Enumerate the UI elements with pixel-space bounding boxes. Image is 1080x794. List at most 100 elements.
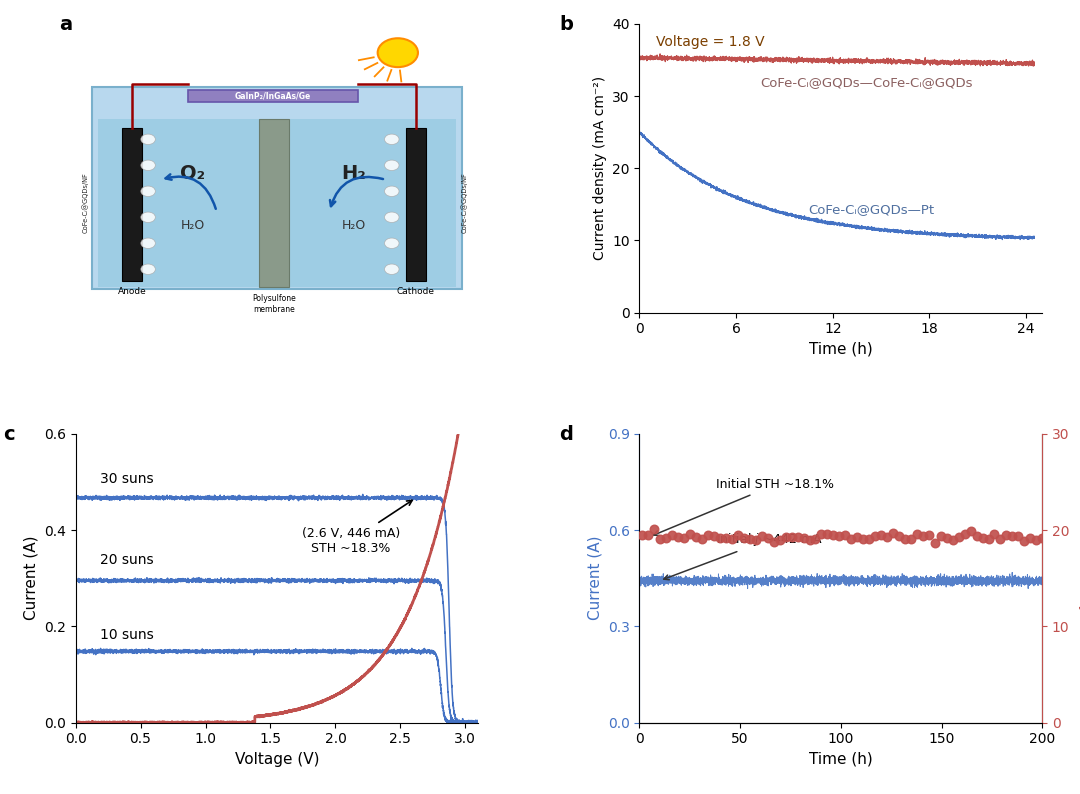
Text: H₂: H₂ xyxy=(341,164,366,183)
Point xyxy=(753,530,770,542)
Point xyxy=(908,528,926,541)
Point xyxy=(980,532,997,545)
Text: c: c xyxy=(3,425,15,444)
X-axis label: Voltage (V): Voltage (V) xyxy=(234,752,320,767)
Text: H₂O: H₂O xyxy=(341,219,366,233)
Text: Initial STH ~18.1%: Initial STH ~18.1% xyxy=(653,478,834,535)
X-axis label: Time (h): Time (h) xyxy=(809,752,873,767)
Point xyxy=(854,533,872,545)
Text: CoFe-Cᵢ@GQDs—Pt: CoFe-Cᵢ@GQDs—Pt xyxy=(809,202,934,216)
Circle shape xyxy=(384,238,399,249)
Point xyxy=(861,533,878,545)
Point xyxy=(890,530,907,542)
Y-axis label: Current (A): Current (A) xyxy=(24,536,38,620)
Point xyxy=(771,534,788,546)
Point xyxy=(1003,530,1021,542)
Point xyxy=(831,530,848,542)
Point xyxy=(670,531,687,544)
Point xyxy=(807,533,824,545)
Point xyxy=(896,532,914,545)
Point xyxy=(813,527,831,540)
Point xyxy=(651,533,669,545)
Point xyxy=(1034,532,1051,545)
Bar xyxy=(92,87,462,290)
Circle shape xyxy=(384,134,399,145)
Point xyxy=(777,531,794,544)
Circle shape xyxy=(384,212,399,222)
Bar xyxy=(406,128,426,281)
Point xyxy=(819,528,836,541)
Circle shape xyxy=(140,212,156,222)
Text: (2.6 V, 446 mA)
STH ~18.3%: (2.6 V, 446 mA) STH ~18.3% xyxy=(302,500,413,555)
Text: 10 suns: 10 suns xyxy=(99,628,153,642)
Point xyxy=(759,532,777,545)
Y-axis label: Current (A): Current (A) xyxy=(588,536,603,620)
Point xyxy=(801,534,819,547)
Point xyxy=(825,529,842,542)
Point xyxy=(664,529,681,542)
Point xyxy=(974,532,991,545)
Text: O₂: O₂ xyxy=(180,164,205,183)
Point xyxy=(688,531,705,544)
Point xyxy=(712,531,729,544)
Point xyxy=(986,528,1003,541)
Point xyxy=(765,535,782,548)
Y-axis label: Current density (mA cm⁻²): Current density (mA cm⁻²) xyxy=(593,76,607,260)
Point xyxy=(962,525,980,538)
Circle shape xyxy=(378,38,418,67)
Text: a: a xyxy=(59,15,72,34)
Text: b: b xyxy=(558,15,572,34)
Point xyxy=(789,531,807,544)
Point xyxy=(639,529,657,542)
Point xyxy=(676,531,693,544)
Point xyxy=(700,529,717,542)
Point xyxy=(885,526,902,539)
Point xyxy=(915,530,932,543)
Point xyxy=(1022,531,1039,544)
Point xyxy=(991,533,1009,545)
Point xyxy=(939,532,956,545)
Point xyxy=(724,533,741,545)
Point xyxy=(1015,534,1032,547)
Bar xyxy=(122,128,143,281)
Point xyxy=(741,532,758,545)
Point xyxy=(998,529,1015,542)
Text: Cathode: Cathode xyxy=(397,287,435,296)
Point xyxy=(849,530,866,543)
Point xyxy=(866,530,883,542)
Point xyxy=(681,528,699,541)
Circle shape xyxy=(384,186,399,196)
Bar xyxy=(98,119,456,287)
Bar xyxy=(188,90,357,102)
Y-axis label: STH efficiency (%): STH efficiency (%) xyxy=(1078,515,1080,642)
Text: H₂O: H₂O xyxy=(180,219,204,233)
Point xyxy=(920,529,937,542)
Text: Anode: Anode xyxy=(118,287,147,296)
Point xyxy=(747,534,765,546)
Text: 20 suns: 20 suns xyxy=(99,553,153,567)
Circle shape xyxy=(140,264,156,275)
Point xyxy=(956,528,973,541)
Point xyxy=(944,534,961,546)
Text: CoFe-Cᵢ@GQDs/NF: CoFe-Cᵢ@GQDs/NF xyxy=(461,172,468,233)
Circle shape xyxy=(140,134,156,145)
Point xyxy=(1010,530,1027,543)
Point xyxy=(693,533,711,545)
Point xyxy=(658,532,675,545)
Point xyxy=(634,529,651,542)
Text: Initial $j$ ~442 mA: Initial $j$ ~442 mA xyxy=(664,531,823,580)
Text: Polysulfone
membrane: Polysulfone membrane xyxy=(252,294,296,314)
Point xyxy=(932,530,949,542)
Text: d: d xyxy=(558,425,572,444)
Circle shape xyxy=(140,186,156,196)
Point xyxy=(783,531,800,544)
Text: 30 suns: 30 suns xyxy=(99,472,153,486)
Point xyxy=(902,533,919,545)
Point xyxy=(705,530,723,542)
Circle shape xyxy=(384,264,399,275)
Point xyxy=(878,531,895,544)
Point xyxy=(717,531,734,544)
Point xyxy=(837,528,854,541)
Point xyxy=(842,533,860,545)
Point xyxy=(729,529,746,542)
